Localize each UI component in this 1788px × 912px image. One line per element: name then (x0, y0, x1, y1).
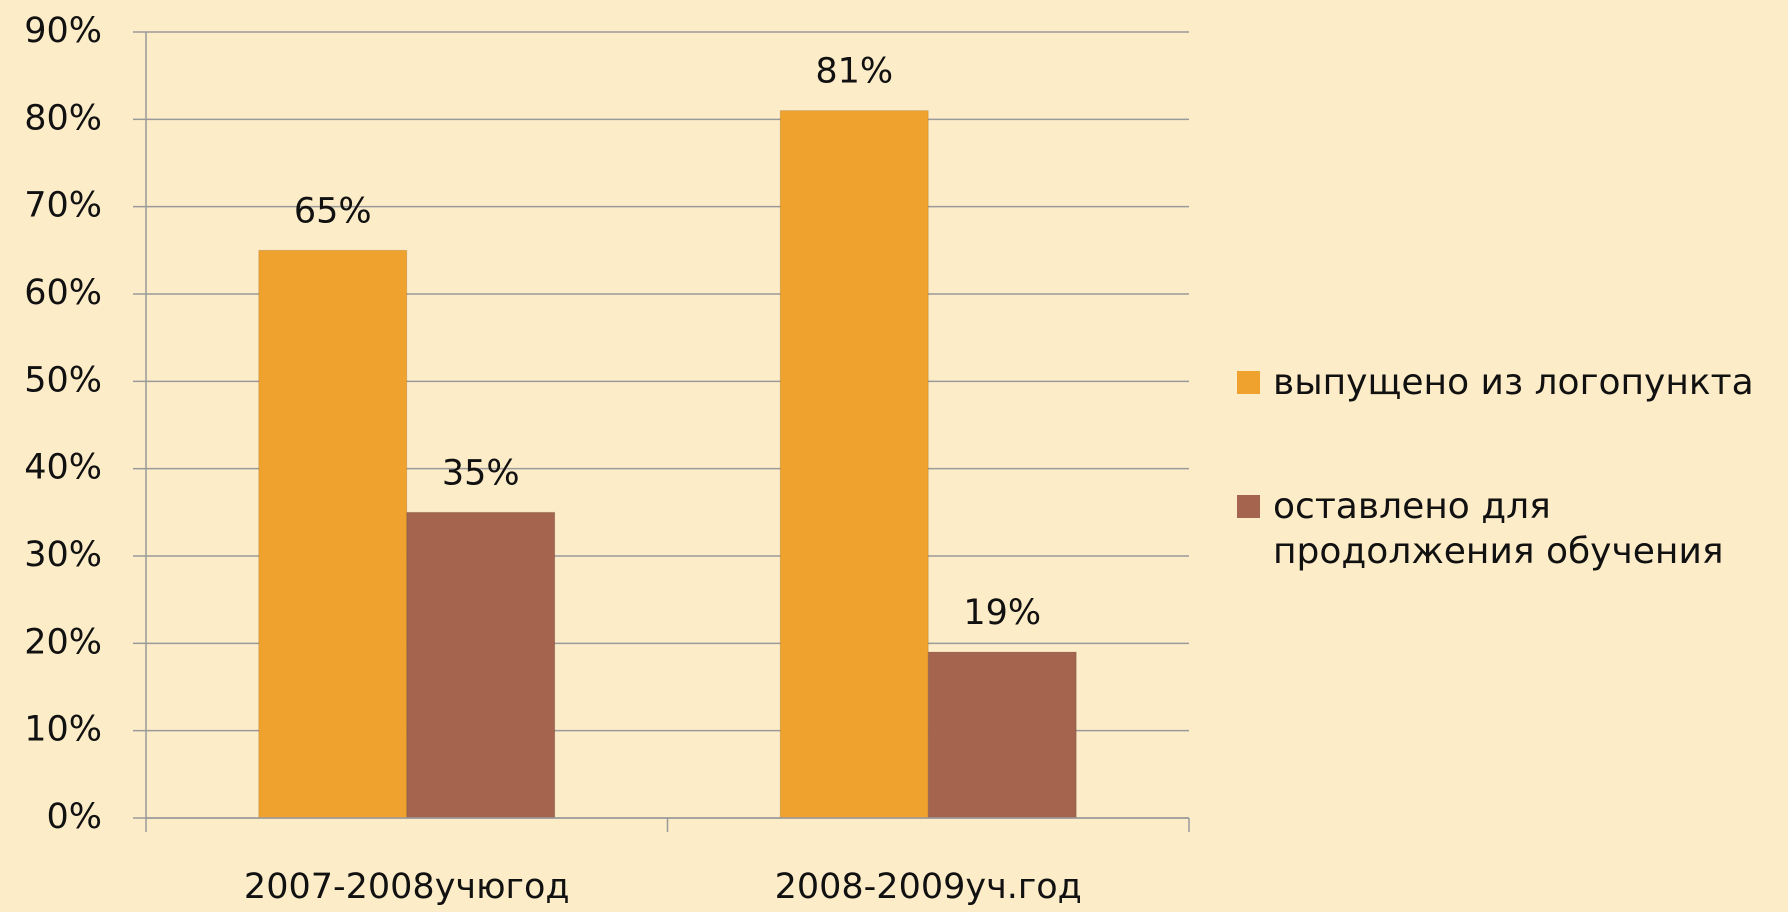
legend-label: оставлено для продолжения обучения (1273, 486, 1724, 572)
y-tick-label: 50% (24, 360, 102, 400)
y-tick-label: 90% (24, 11, 102, 51)
y-tick-label: 0% (46, 797, 102, 837)
y-tick-label: 20% (24, 622, 102, 662)
y-tick-label: 30% (24, 535, 102, 575)
y-tick-label: 80% (24, 98, 102, 138)
legend-label: выпущено из логопункта (1273, 362, 1754, 403)
bar (927, 651, 1077, 819)
x-tick-label: 2007-2008учюгод (244, 867, 570, 907)
data-label: 65% (294, 191, 372, 231)
data-label: 19% (963, 593, 1041, 633)
y-tick-label: 10% (24, 710, 102, 750)
y-tick-label: 60% (24, 273, 102, 313)
legend-swatch (1237, 371, 1260, 394)
legend-item: оставлено для продолжения обучения (1237, 484, 1743, 574)
bar (406, 511, 556, 819)
bar (258, 249, 408, 819)
data-label: 81% (815, 52, 893, 92)
y-tick-label: 40% (24, 448, 102, 488)
legend-item: выпущено из логопункта (1237, 360, 1754, 405)
legend-swatch (1237, 495, 1260, 518)
y-tick-label: 70% (24, 186, 102, 226)
x-tick-label: 2008-2009уч.год (775, 867, 1082, 907)
data-label: 35% (442, 453, 520, 493)
bar (779, 110, 929, 819)
